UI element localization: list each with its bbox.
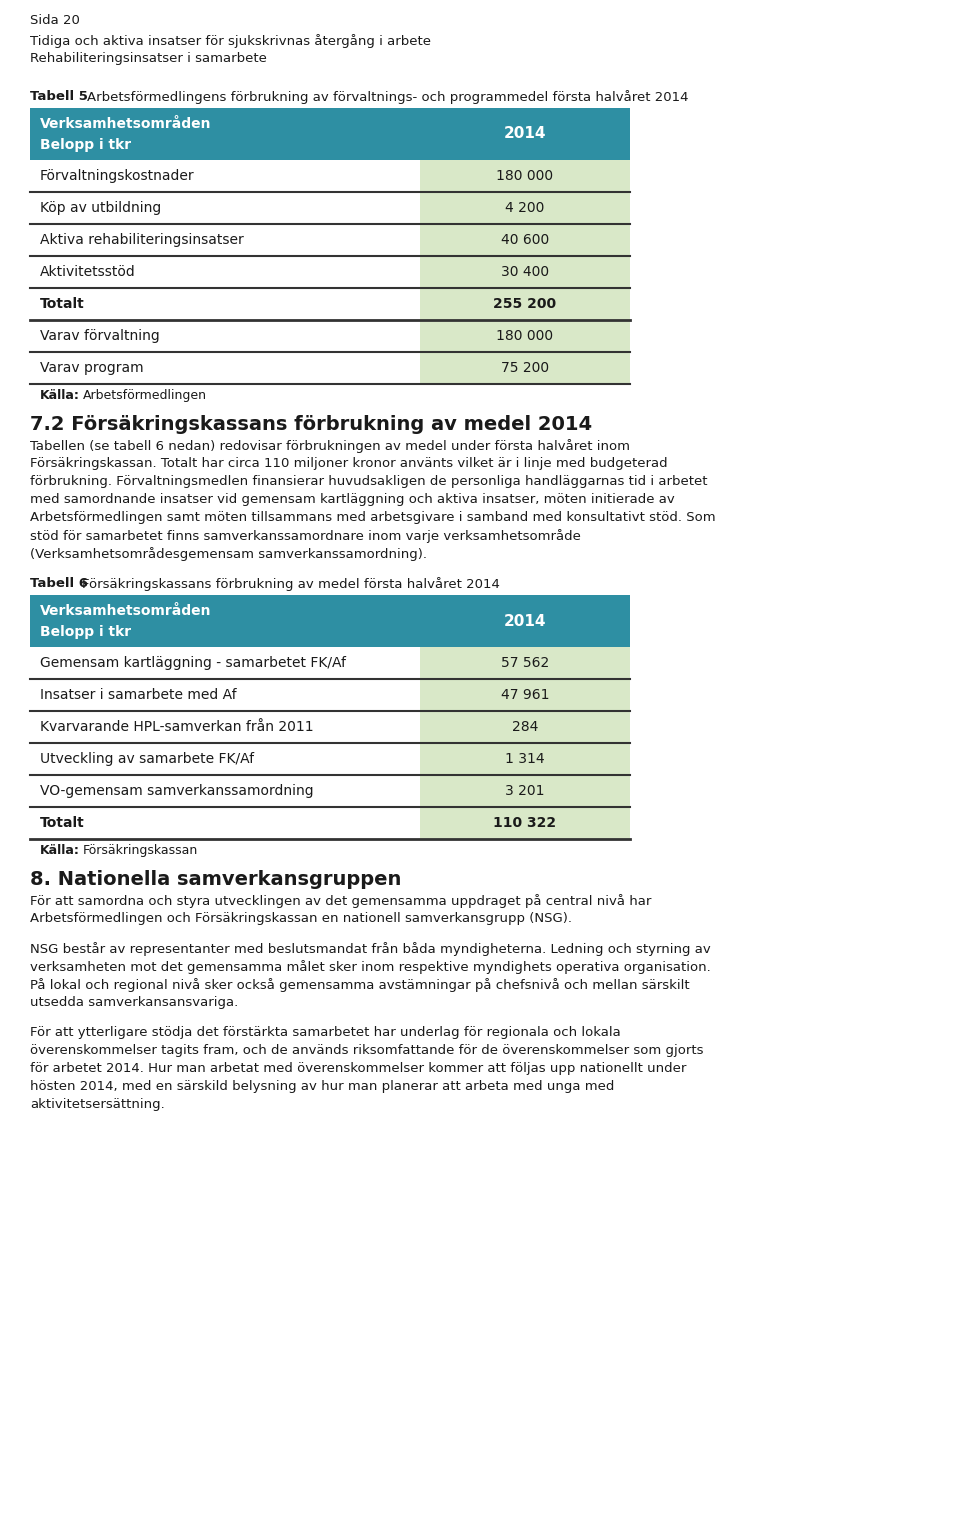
Text: VO-gemensam samverkanssamordning: VO-gemensam samverkanssamordning (40, 784, 314, 798)
Text: 284: 284 (512, 720, 539, 734)
Text: 75 200: 75 200 (501, 361, 549, 375)
Text: Försäkringskassan. Totalt har circa 110 miljoner kronor använts vilket är i linj: Försäkringskassan. Totalt har circa 110 … (30, 457, 667, 469)
Text: För att samordna och styra utvecklingen av det gemensamma uppdraget på central n: För att samordna och styra utvecklingen … (30, 894, 652, 908)
Text: Försäkringskassan: Försäkringskassan (83, 844, 199, 856)
Bar (420, 743, 630, 775)
Text: aktivitetsersättning.: aktivitetsersättning. (30, 1098, 165, 1112)
Text: Belopp i tkr: Belopp i tkr (40, 625, 132, 639)
Text: Förvaltningskostnader: Förvaltningskostnader (40, 170, 195, 183)
Bar (420, 255, 630, 287)
Text: utsedda samverkansansvariga.: utsedda samverkansansvariga. (30, 995, 238, 1009)
Text: Sida 20: Sida 20 (30, 14, 80, 28)
Text: Verksamhetsområden: Verksamhetsområden (40, 604, 211, 618)
Bar (420, 161, 630, 193)
Bar (420, 711, 630, 743)
Text: 47 961: 47 961 (501, 688, 549, 702)
Text: Aktivitetsstöd: Aktivitetsstöd (40, 265, 135, 278)
Text: 1 314: 1 314 (505, 752, 545, 766)
Bar (420, 225, 630, 255)
Bar (30, 109, 630, 161)
Bar (420, 679, 630, 711)
Text: 180 000: 180 000 (496, 170, 554, 183)
Bar (420, 320, 630, 352)
Text: 30 400: 30 400 (501, 265, 549, 278)
Text: Varav förvaltning: Varav förvaltning (40, 329, 159, 342)
Bar (420, 647, 630, 679)
Text: NSG består av representanter med beslutsmandat från båda myndigheterna. Ledning : NSG består av representanter med besluts… (30, 942, 710, 956)
Text: Totalt: Totalt (40, 816, 84, 830)
Text: Tidiga och aktiva insatser för sjukskrivnas återgång i arbete: Tidiga och aktiva insatser för sjukskriv… (30, 34, 431, 47)
Text: 57 562: 57 562 (501, 656, 549, 670)
Text: Tabell 5: Tabell 5 (30, 90, 92, 102)
Text: Gemensam kartläggning - samarbetet FK/Af: Gemensam kartläggning - samarbetet FK/Af (40, 656, 346, 670)
Text: För att ytterligare stödja det förstärkta samarbetet har underlag för regionala : För att ytterligare stödja det förstärkt… (30, 1026, 621, 1040)
Bar (420, 193, 630, 225)
Bar (30, 595, 630, 647)
Text: 40 600: 40 600 (501, 232, 549, 248)
Text: Källa:: Källa: (40, 388, 80, 402)
Text: Tabell 6: Tabell 6 (30, 576, 92, 590)
Text: Arbetsförmedlingen: Arbetsförmedlingen (83, 388, 207, 402)
Text: 2014: 2014 (504, 613, 546, 628)
Text: 4 200: 4 200 (505, 200, 544, 216)
Text: Totalt: Totalt (40, 297, 84, 310)
Text: för arbetet 2014. Hur man arbetat med överenskommelser kommer att följas upp nat: för arbetet 2014. Hur man arbetat med öv… (30, 1063, 686, 1075)
Text: 3 201: 3 201 (505, 784, 544, 798)
Bar (420, 775, 630, 807)
Text: Arbetsförmedlingens förbrukning av förvaltnings- och programmedel första halvåre: Arbetsförmedlingens förbrukning av förva… (87, 90, 688, 104)
Text: (Verksamhetsområdesgemensam samverkanssamordning).: (Verksamhetsområdesgemensam samverkanssa… (30, 547, 427, 561)
Text: Försäkringskassans förbrukning av medel första halvåret 2014: Försäkringskassans förbrukning av medel … (82, 576, 500, 592)
Text: Varav program: Varav program (40, 361, 144, 375)
Text: verksamheten mot det gemensamma målet sker inom respektive myndighets operativa : verksamheten mot det gemensamma målet sk… (30, 960, 710, 974)
Text: 7.2 Försäkringskassans förbrukning av medel 2014: 7.2 Försäkringskassans förbrukning av me… (30, 414, 592, 434)
Text: Aktiva rehabiliteringsinsatser: Aktiva rehabiliteringsinsatser (40, 232, 244, 248)
Text: stöd för samarbetet finns samverkanssamordnare inom varje verksamhetsområde: stöd för samarbetet finns samverkanssamo… (30, 529, 581, 543)
Text: 8. Nationella samverkansgruppen: 8. Nationella samverkansgruppen (30, 870, 401, 888)
Text: 255 200: 255 200 (493, 297, 557, 310)
Text: förbrukning. Förvaltningsmedlen finansierar huvudsakligen de personliga handlägg: förbrukning. Förvaltningsmedlen finansie… (30, 476, 708, 488)
Text: Tabellen (se tabell 6 nedan) redovisar förbrukningen av medel under första halvå: Tabellen (se tabell 6 nedan) redovisar f… (30, 439, 630, 453)
Text: Insatser i samarbete med Af: Insatser i samarbete med Af (40, 688, 236, 702)
Text: Köp av utbildning: Köp av utbildning (40, 200, 161, 216)
Text: Utveckling av samarbete FK/Af: Utveckling av samarbete FK/Af (40, 752, 254, 766)
Text: överenskommelser tagits fram, och de används riksomfattande för de överenskommel: överenskommelser tagits fram, och de anv… (30, 1044, 704, 1057)
Bar (420, 287, 630, 320)
Text: På lokal och regional nivå sker också gemensamma avstämningar på chefsnivå och m: På lokal och regional nivå sker också ge… (30, 979, 689, 992)
Text: 2014: 2014 (504, 127, 546, 142)
Text: Verksamhetsområden: Verksamhetsområden (40, 118, 211, 131)
Text: Belopp i tkr: Belopp i tkr (40, 138, 132, 151)
Text: 110 322: 110 322 (493, 816, 557, 830)
Text: Arbetsförmedlingen och Försäkringskassan en nationell samverkansgrupp (NSG).: Arbetsförmedlingen och Försäkringskassan… (30, 911, 572, 925)
Text: Källa:: Källa: (40, 844, 80, 856)
Text: Arbetsförmedlingen samt möten tillsammans med arbetsgivare i samband med konsult: Arbetsförmedlingen samt möten tillsamman… (30, 511, 715, 524)
Text: Kvarvarande HPL-samverkan från 2011: Kvarvarande HPL-samverkan från 2011 (40, 720, 314, 734)
Bar (420, 352, 630, 384)
Text: med samordnande insatser vid gemensam kartläggning och aktiva insatser, möten in: med samordnande insatser vid gemensam ka… (30, 492, 675, 506)
Bar (420, 807, 630, 839)
Text: Rehabiliteringsinsatser i samarbete: Rehabiliteringsinsatser i samarbete (30, 52, 267, 66)
Text: hösten 2014, med en särskild belysning av hur man planerar att arbeta med unga m: hösten 2014, med en särskild belysning a… (30, 1079, 614, 1093)
Text: 180 000: 180 000 (496, 329, 554, 342)
